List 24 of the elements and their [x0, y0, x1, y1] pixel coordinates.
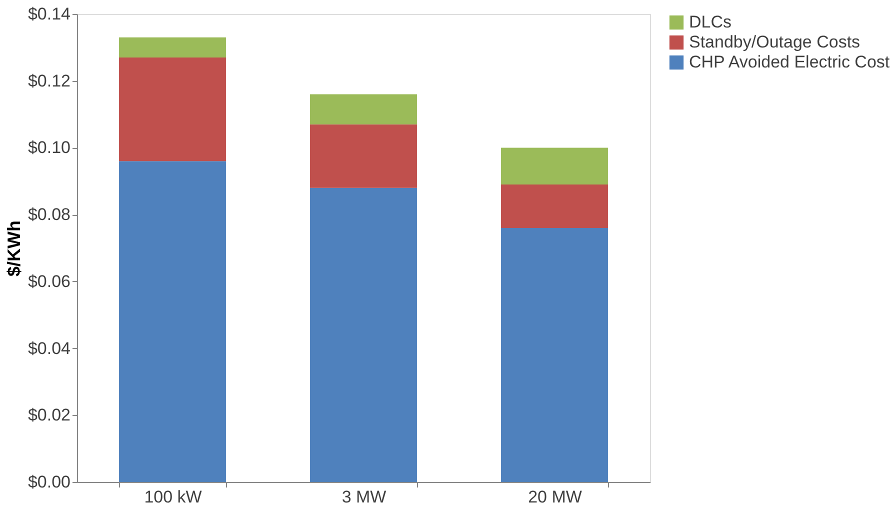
bar: [501, 148, 608, 184]
bar: [310, 124, 417, 188]
y-axis-title: $/KWh: [4, 220, 24, 276]
bar: [119, 57, 226, 162]
x-tick-label: 3 MW: [342, 488, 386, 506]
bar: [119, 37, 226, 58]
bar: [310, 94, 417, 124]
bar: [310, 188, 417, 482]
legend-label: DLCs: [689, 12, 732, 32]
y-tick-label: $0.10: [28, 138, 70, 158]
y-tick-label: $0.12: [28, 71, 70, 90]
y-tick-label: $0.08: [28, 205, 70, 224]
legend-label: CHP Avoided Electric Cost: [689, 52, 890, 72]
bar: [501, 228, 608, 482]
y-tick-label: $0.14: [28, 4, 70, 24]
x-tick-label: 20 MW: [528, 488, 582, 506]
bar: [501, 184, 608, 228]
y-tick-label: $0.02: [28, 406, 70, 425]
bar: [119, 161, 226, 482]
legend-label: Standby/Outage Costs: [689, 32, 860, 52]
y-tick-label: $0.04: [28, 338, 70, 358]
y-tick-label: $0.06: [28, 272, 70, 291]
y-tick-label: $0.00: [28, 472, 70, 492]
x-tick-label: 100 kW: [144, 488, 202, 506]
